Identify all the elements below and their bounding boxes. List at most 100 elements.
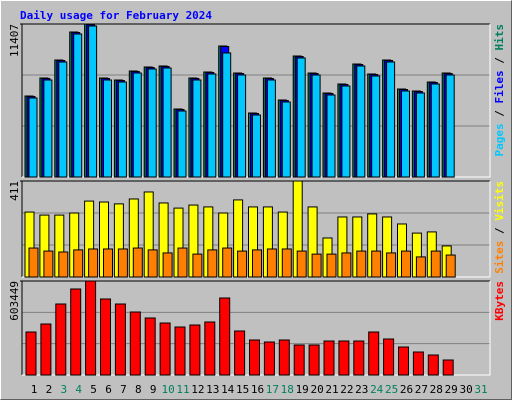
bar [189, 324, 201, 376]
y-tick-label: 11407 [8, 24, 21, 57]
bar [442, 359, 454, 376]
bar [281, 248, 292, 278]
bar [296, 250, 307, 278]
x-tick-label: 9 [150, 383, 157, 396]
x-tick-label: 3 [60, 383, 67, 396]
bar [237, 250, 248, 278]
bar [371, 75, 381, 178]
x-tick-label: 24 [370, 383, 384, 396]
legend: Sites / Visits [493, 181, 506, 274]
bar [311, 74, 321, 178]
bar [58, 251, 69, 278]
bar [147, 68, 157, 178]
x-tick-label: 21 [325, 383, 338, 396]
y-tick-label: 603449 [8, 281, 21, 321]
bar [353, 340, 365, 376]
bar [278, 339, 290, 376]
bar [144, 317, 156, 376]
bar [177, 247, 188, 278]
bar [281, 101, 291, 178]
bar [430, 83, 440, 178]
bar [117, 248, 128, 278]
bar [252, 114, 261, 178]
bar [308, 344, 320, 376]
bar [401, 250, 411, 278]
bar [266, 79, 276, 178]
bar [341, 85, 351, 178]
x-tick-label: 22 [340, 383, 353, 396]
bar [266, 248, 277, 278]
bar [103, 79, 112, 178]
bar [356, 65, 366, 178]
bar [117, 81, 127, 178]
bar [207, 249, 218, 278]
bar [129, 311, 141, 376]
bar [356, 250, 367, 278]
legend: Pages / Files / Hits [493, 24, 506, 157]
x-tick-label: 18 [281, 383, 294, 396]
bar [326, 253, 337, 278]
bar [222, 247, 233, 278]
bar [192, 79, 202, 178]
bar [70, 288, 82, 376]
x-tick-label: 25 [385, 383, 398, 396]
x-tick-label: 20 [310, 383, 323, 396]
x-tick-label: 1 [31, 383, 38, 396]
legend-entry: Files [493, 70, 506, 103]
bar [237, 74, 247, 178]
bar [296, 57, 306, 178]
x-tick-label: 10 [161, 383, 174, 396]
bar [368, 331, 380, 376]
x-tick-label: 23 [355, 383, 368, 396]
bar [88, 25, 98, 178]
bar [192, 253, 203, 278]
bar [43, 250, 54, 278]
bar [427, 354, 439, 376]
x-tick-label: 28 [430, 383, 443, 396]
bar [103, 248, 113, 278]
x-tick-label: 5 [90, 383, 97, 396]
x-tick-label: 6 [105, 383, 112, 396]
x-tick-label: 12 [191, 383, 204, 396]
x-tick-label: 16 [251, 383, 264, 396]
bar [430, 250, 441, 278]
bar [159, 322, 171, 376]
bar [85, 280, 97, 376]
x-tick-label: 8 [135, 383, 142, 396]
bar [55, 303, 67, 376]
x-tick-label: 30 [459, 383, 472, 396]
legend-entry: Sites [493, 241, 506, 274]
bar [326, 94, 336, 178]
x-tick-label: 2 [46, 383, 53, 396]
bar [415, 256, 426, 278]
bar [293, 344, 305, 376]
bar [445, 254, 456, 278]
bar [100, 298, 111, 376]
bar [383, 338, 395, 376]
bar [252, 249, 262, 278]
bar [222, 52, 232, 178]
bar [58, 61, 68, 178]
bar [43, 79, 53, 178]
legend-entry: KBytes [493, 281, 506, 321]
bar [204, 321, 216, 376]
bar [311, 253, 322, 278]
bar [40, 323, 52, 376]
x-tick-label: 26 [400, 383, 413, 396]
bar [398, 346, 409, 376]
bar [177, 110, 187, 178]
bar [386, 61, 396, 178]
x-tick-label: 29 [445, 383, 458, 396]
bar [412, 351, 424, 376]
bar [114, 303, 126, 376]
bar [162, 67, 172, 178]
legend-separator: / [493, 51, 506, 71]
legend-entry: Visits [493, 181, 506, 221]
x-tick-label: 27 [415, 383, 428, 396]
x-tick-label: 13 [206, 383, 219, 396]
chart-title: Daily usage for February 2024 [20, 9, 212, 22]
bar [132, 247, 143, 278]
legend-separator: / [493, 104, 506, 124]
x-tick-label: 14 [221, 383, 235, 396]
bar [162, 252, 173, 278]
